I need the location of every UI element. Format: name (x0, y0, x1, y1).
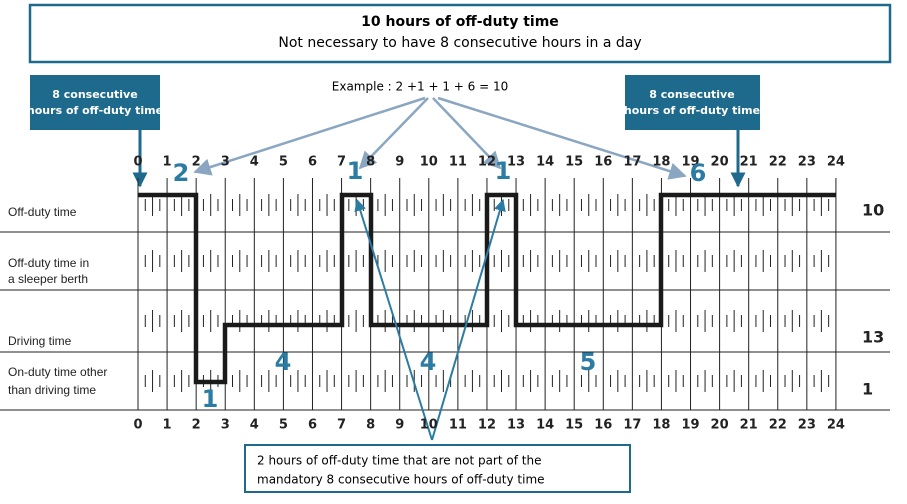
hour-label: 6 (308, 418, 317, 433)
hour-label: 16 (594, 155, 612, 170)
segment-number: 1 (202, 385, 219, 413)
hour-label: 14 (536, 155, 554, 170)
hour-label: 4 (250, 418, 259, 433)
row-label: On-duty time other (8, 365, 107, 379)
log-grid (0, 178, 890, 411)
segment-number: 4 (420, 348, 437, 376)
hour-label: 11 (449, 418, 467, 433)
hour-label: 8 (366, 418, 375, 433)
segment-number: 6 (690, 159, 707, 187)
example-text: Example : 2 +1 + 1 + 6 = 10 (332, 80, 508, 94)
hour-label: 9 (395, 155, 404, 170)
note-text: 2 hours of off-duty time that are not pa… (257, 454, 541, 468)
row-total: 1 (862, 380, 873, 399)
hour-label: 23 (798, 155, 816, 170)
hour-label: 20 (711, 418, 729, 433)
hour-label: 19 (681, 418, 699, 433)
hour-label: 1 (163, 155, 172, 170)
hour-label: 12 (478, 418, 496, 433)
callout-text: hours of off-duty time (27, 104, 163, 117)
row-total: 10 (862, 201, 884, 220)
hour-label: 21 (740, 155, 758, 170)
row-total: 13 (862, 328, 884, 347)
hour-label: 9 (395, 418, 404, 433)
segment-number: 1 (495, 157, 512, 185)
hour-label: 4 (250, 155, 259, 170)
hour-label: 21 (740, 418, 758, 433)
callout-text: hours of off-duty time (624, 104, 760, 117)
duty-status-line (138, 192, 836, 385)
hour-label: 15 (565, 418, 583, 433)
hour-label: 10 (420, 418, 438, 433)
callout-text: 8 consecutive (52, 88, 137, 101)
hour-label: 1 (163, 418, 172, 433)
callout-box (30, 75, 160, 130)
segment-number: 4 (275, 348, 292, 376)
hour-label: 19 (681, 155, 699, 170)
row-label: than driving time (8, 383, 96, 397)
hour-label: 6 (308, 155, 317, 170)
hour-label: 2 (192, 418, 201, 433)
hour-label: 14 (536, 418, 554, 433)
hour-label: 17 (623, 155, 641, 170)
hour-label: 7 (337, 155, 346, 170)
hour-label: 15 (565, 155, 583, 170)
row-label: Off-duty time in (8, 256, 89, 270)
hour-label: 2 (192, 155, 201, 170)
hour-label: 5 (279, 418, 288, 433)
hour-label: 13 (507, 155, 525, 170)
example-arrows (193, 96, 687, 180)
hour-label: 18 (652, 155, 670, 170)
hour-label: 11 (449, 155, 467, 170)
hour-label: 5 (279, 155, 288, 170)
hour-label: 20 (711, 155, 729, 170)
hour-label: 22 (769, 155, 787, 170)
segment-number: 1 (347, 157, 364, 185)
callout-box (625, 75, 760, 130)
hour-label: 3 (221, 418, 230, 433)
note-box (244, 444, 631, 493)
row-label: Driving time (8, 334, 72, 348)
hour-label: 16 (594, 418, 612, 433)
hour-label: 8 (366, 155, 375, 170)
hour-label: 0 (133, 418, 142, 433)
hour-label: 24 (827, 418, 845, 433)
hour-label: 22 (769, 418, 787, 433)
hour-label: 24 (827, 155, 845, 170)
header-title: 10 hours of off-duty time (361, 14, 559, 30)
hour-label: 12 (478, 155, 496, 170)
hour-label: 17 (623, 418, 641, 433)
row-label: Off-duty time (8, 205, 77, 219)
header-box (28, 3, 892, 64)
segment-number: 2 (173, 159, 190, 187)
hour-label: 13 (507, 418, 525, 433)
hour-label: 3 (221, 155, 230, 170)
hour-label: 23 (798, 418, 816, 433)
header-subtitle: Not necessary to have 8 consecutive hour… (278, 35, 641, 51)
hour-label: 0 (133, 155, 142, 170)
note-text: mandatory 8 consecutive hours of off-dut… (257, 473, 545, 487)
hour-label: 10 (420, 155, 438, 170)
callout-text: 8 consecutive (649, 88, 734, 101)
note-arrows (354, 198, 506, 441)
hour-label: 7 (337, 418, 346, 433)
row-label: a sleeper berth (8, 272, 88, 286)
hour-label: 18 (652, 418, 670, 433)
segment-number: 5 (580, 348, 597, 376)
